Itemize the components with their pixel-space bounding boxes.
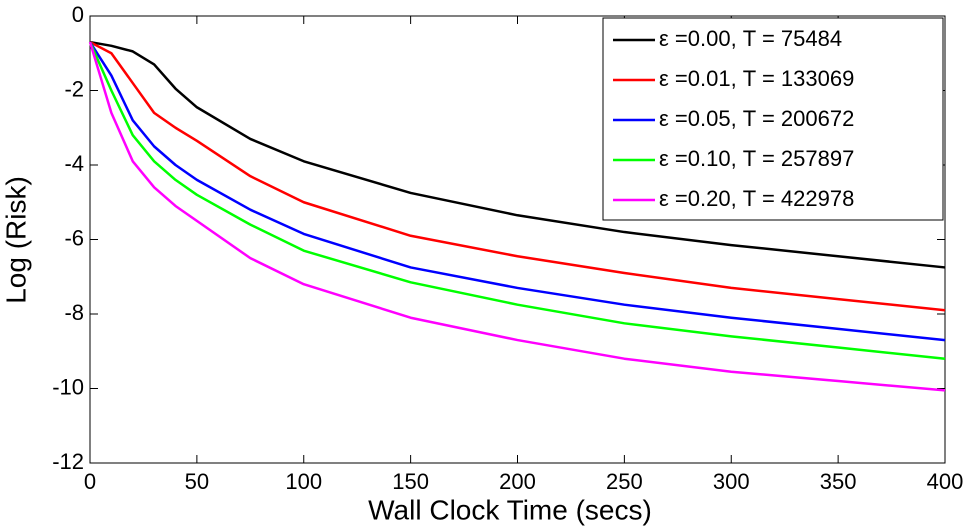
y-tick-label: 0 — [72, 2, 84, 27]
legend-label: ε =0.00, T = 75484 — [659, 26, 842, 51]
series-line — [88, 41, 946, 342]
series-line — [89, 40, 946, 312]
series-line — [89, 40, 946, 269]
x-tick-label: 400 — [927, 469, 964, 494]
x-tick-label: 200 — [499, 469, 536, 494]
x-axis-label: Wall Clock Time (secs) — [368, 494, 652, 525]
x-tick-label: 50 — [185, 469, 209, 494]
y-tick-label: -4 — [64, 151, 84, 176]
legend-box — [602, 17, 944, 221]
series-line — [88, 41, 946, 360]
x-tick-label: 250 — [606, 469, 643, 494]
legend-label: ε =0.05, T = 200672 — [659, 106, 854, 131]
y-tick-label: -6 — [64, 225, 84, 250]
y-tick-label: -2 — [64, 76, 84, 101]
legend-label: ε =0.10, T = 257897 — [659, 146, 854, 171]
legend-label: ε =0.20, T = 422978 — [659, 186, 854, 211]
y-tick-label: -8 — [64, 300, 84, 325]
x-tick-label: 0 — [84, 469, 96, 494]
series-line — [88, 41, 946, 392]
y-axis-label: Log (Risk) — [0, 176, 31, 304]
x-tick-label: 100 — [285, 469, 322, 494]
x-tick-label: 150 — [392, 469, 429, 494]
x-tick-label: 350 — [820, 469, 857, 494]
y-tick-label: -10 — [52, 374, 84, 399]
legend-label: ε =0.01, T = 133069 — [659, 66, 854, 91]
y-tick-label: -12 — [52, 449, 84, 474]
x-tick-label: 300 — [713, 469, 750, 494]
